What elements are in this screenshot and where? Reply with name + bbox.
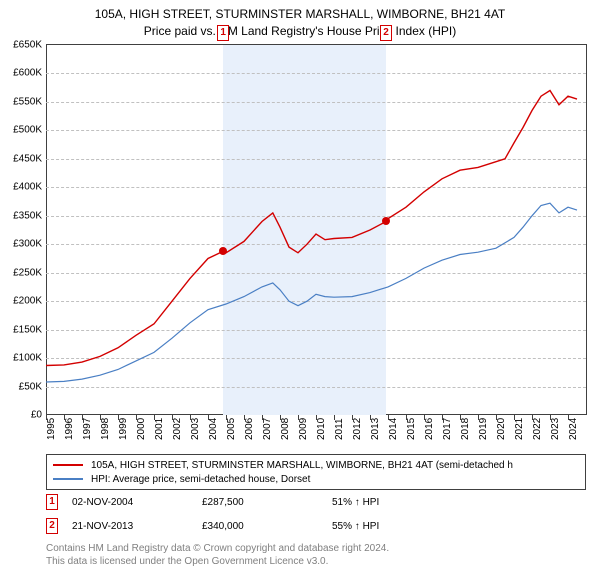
series-hpi xyxy=(46,45,586,415)
title-address: 105A, HIGH STREET, STURMINSTER MARSHALL,… xyxy=(0,6,600,23)
x-tick-label: 2020 xyxy=(496,418,507,440)
x-tick-label: 2022 xyxy=(532,418,543,440)
chart-plot-area: £0£50K£100K£150K£200K£250K£300K£350K£400… xyxy=(46,44,587,415)
y-tick-label: £350K xyxy=(0,210,42,221)
sale-dot-1 xyxy=(219,247,227,255)
attribution-line-1: Contains HM Land Registry data © Crown c… xyxy=(46,542,586,555)
x-tick-label: 2011 xyxy=(334,418,345,440)
sale-row-2: 2 21-NOV-2013 £340,000 55% ↑ HPI xyxy=(46,514,586,538)
x-tick-label: 2004 xyxy=(208,418,219,440)
legend-swatch-hpi xyxy=(53,478,83,480)
y-tick-label: £100K xyxy=(0,353,42,364)
attribution-line-2: This data is licensed under the Open Gov… xyxy=(46,555,586,568)
x-tick-label: 2002 xyxy=(172,418,183,440)
y-tick-label: £150K xyxy=(0,324,42,335)
sale-date-2: 21-NOV-2013 xyxy=(72,521,202,532)
x-tick-label: 2015 xyxy=(406,418,417,440)
x-tick-label: 1998 xyxy=(100,418,111,440)
x-tick-label: 2009 xyxy=(298,418,309,440)
y-tick-label: £650K xyxy=(0,40,42,51)
y-tick-label: £200K xyxy=(0,296,42,307)
sale-marker-2: 2 xyxy=(46,518,58,534)
y-tick-label: £0 xyxy=(0,410,42,421)
y-tick-label: £450K xyxy=(0,153,42,164)
title-block: 105A, HIGH STREET, STURMINSTER MARSHALL,… xyxy=(0,0,600,42)
y-tick-label: £550K xyxy=(0,96,42,107)
x-tick-label: 2001 xyxy=(154,418,165,440)
x-tick-label: 2007 xyxy=(262,418,273,440)
y-tick-label: £250K xyxy=(0,267,42,278)
x-tick-label: 2010 xyxy=(316,418,327,440)
x-tick-label: 1997 xyxy=(82,418,93,440)
chart-marker-1: 1 xyxy=(217,25,229,41)
y-tick-label: £600K xyxy=(0,68,42,79)
legend-label-property: 105A, HIGH STREET, STURMINSTER MARSHALL,… xyxy=(91,460,513,471)
title-subtitle: Price paid vs. HM Land Registry's House … xyxy=(0,23,600,40)
x-tick-label: 2006 xyxy=(244,418,255,440)
legend-and-footer: 105A, HIGH STREET, STURMINSTER MARSHALL,… xyxy=(46,454,586,568)
x-tick-label: 1999 xyxy=(118,418,129,440)
x-tick-label: 2014 xyxy=(388,418,399,440)
legend-swatch-property xyxy=(53,464,83,466)
sale-vs-hpi-2: 55% ↑ HPI xyxy=(332,521,462,532)
attribution: Contains HM Land Registry data © Crown c… xyxy=(46,538,586,568)
sale-price-1: £287,500 xyxy=(202,497,332,508)
sale-date-1: 02-NOV-2004 xyxy=(72,497,202,508)
x-tick-label: 2013 xyxy=(370,418,381,440)
x-tick-label: 2003 xyxy=(190,418,201,440)
sale-vs-hpi-1: 51% ↑ HPI xyxy=(332,497,462,508)
x-tick-label: 2000 xyxy=(136,418,147,440)
sale-row-1: 1 02-NOV-2004 £287,500 51% ↑ HPI xyxy=(46,490,586,514)
legend-box: 105A, HIGH STREET, STURMINSTER MARSHALL,… xyxy=(46,454,586,490)
y-tick-label: £50K xyxy=(0,381,42,392)
sale-marker-1: 1 xyxy=(46,494,58,510)
x-tick-label: 2008 xyxy=(280,418,291,440)
legend-row-hpi: HPI: Average price, semi-detached house,… xyxy=(53,472,579,486)
x-tick-label: 2021 xyxy=(514,418,525,440)
x-tick-label: 2018 xyxy=(460,418,471,440)
y-tick-label: £400K xyxy=(0,182,42,193)
x-tick-label: 2024 xyxy=(568,418,579,440)
legend-label-hpi: HPI: Average price, semi-detached house,… xyxy=(91,474,310,485)
chart-container: 105A, HIGH STREET, STURMINSTER MARSHALL,… xyxy=(0,0,600,560)
x-tick-label: 2017 xyxy=(442,418,453,440)
sale-dot-2 xyxy=(382,217,390,225)
chart-marker-2: 2 xyxy=(380,25,392,41)
x-tick-label: 2019 xyxy=(478,418,489,440)
x-tick-label: 1996 xyxy=(64,418,75,440)
x-tick-label: 2005 xyxy=(226,418,237,440)
x-tick-label: 2012 xyxy=(352,418,363,440)
y-tick-label: £500K xyxy=(0,125,42,136)
x-tick-label: 2023 xyxy=(550,418,561,440)
sale-price-2: £340,000 xyxy=(202,521,332,532)
y-tick-label: £300K xyxy=(0,239,42,250)
x-tick-label: 1995 xyxy=(46,418,57,440)
legend-row-property: 105A, HIGH STREET, STURMINSTER MARSHALL,… xyxy=(53,458,579,472)
x-tick-label: 2016 xyxy=(424,418,435,440)
